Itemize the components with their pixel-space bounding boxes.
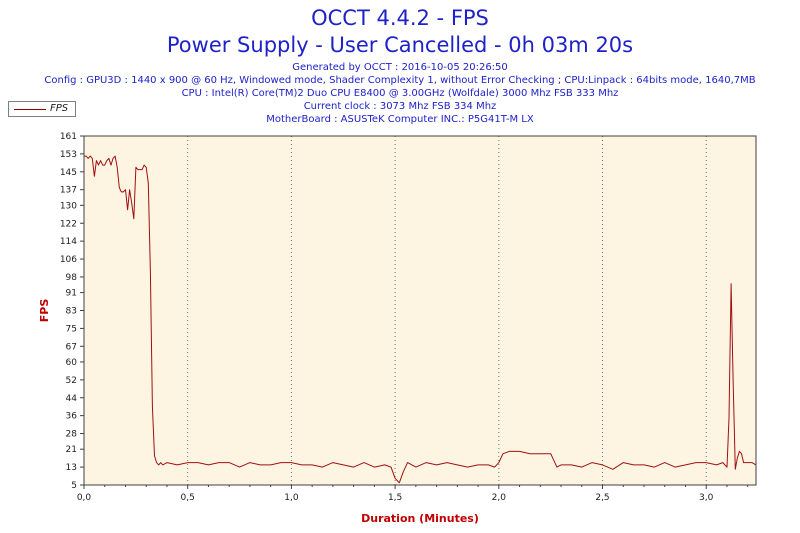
info-generated: Generated by OCCT : 2016-10-05 20:26:50	[292, 62, 508, 73]
y-tick-label: 122	[60, 219, 77, 229]
x-axis-title: Duration (Minutes)	[361, 512, 479, 525]
y-tick-label: 5	[71, 481, 77, 491]
x-tick-label: 1,0	[284, 493, 299, 503]
series-line-fps	[84, 155, 757, 484]
y-tick-label: 21	[66, 445, 77, 455]
x-tick-label: 2,0	[492, 493, 507, 503]
tick-labels: 5 13 21 28 36 44 52 60 67 75 83 91 98 106 114 122 130 137…	[60, 132, 749, 503]
y-tick-label: 52	[66, 376, 77, 386]
x-tick-label: 0,5	[181, 493, 195, 503]
y-tick-label: 153	[60, 150, 77, 160]
y-tick-label: 98	[66, 273, 78, 283]
info-motherboard: MotherBoard : ASUSTeK Computer INC.: P5G…	[266, 114, 534, 125]
y-tick-label: 44	[66, 394, 78, 404]
y-tick-label: 137	[60, 186, 77, 196]
y-tick-label: 161	[60, 132, 77, 142]
y-tick-label: 75	[66, 324, 77, 334]
chart-legend: FPS	[8, 101, 76, 117]
info-cpu: CPU : Intel(R) Core(TM)2 Duo CPU E8400 @…	[181, 88, 619, 99]
info-current-clock: Current clock : 3073 Mhz FSB 334 Mhz	[303, 101, 497, 112]
legend-label: FPS	[50, 103, 69, 114]
y-tick-label: 91	[66, 289, 77, 299]
y-tick-label: 130	[60, 201, 77, 211]
y-axis-title: FPS	[38, 299, 51, 323]
x-tick-label: 0,0	[77, 493, 92, 503]
y-tick-label: 114	[60, 237, 77, 247]
chart-subtitle: Power Supply - User Cancelled - 0h 03m 2…	[166, 33, 634, 57]
y-tick-label: 67	[66, 342, 77, 352]
y-tick-label: 36	[66, 412, 78, 422]
info-config: Config : GPU3D : 1440 x 900 @ 60 Hz, Win…	[44, 75, 756, 86]
x-tick-label: 3,0	[699, 493, 714, 503]
x-tick-label: 2,5	[595, 493, 609, 503]
y-tick-label: 145	[60, 168, 77, 178]
plot-area	[84, 136, 756, 485]
y-tick-label: 13	[66, 463, 77, 473]
series-layer	[84, 155, 757, 484]
y-tick-label: 83	[66, 307, 77, 317]
y-tick-label: 60	[66, 358, 78, 368]
legend-swatch	[14, 109, 46, 110]
y-tick-label: 28	[66, 430, 78, 440]
chart-title: OCCT 4.4.2 - FPS	[311, 6, 489, 30]
y-tick-label: 106	[60, 255, 77, 265]
x-tick-label: 1,5	[388, 493, 402, 503]
